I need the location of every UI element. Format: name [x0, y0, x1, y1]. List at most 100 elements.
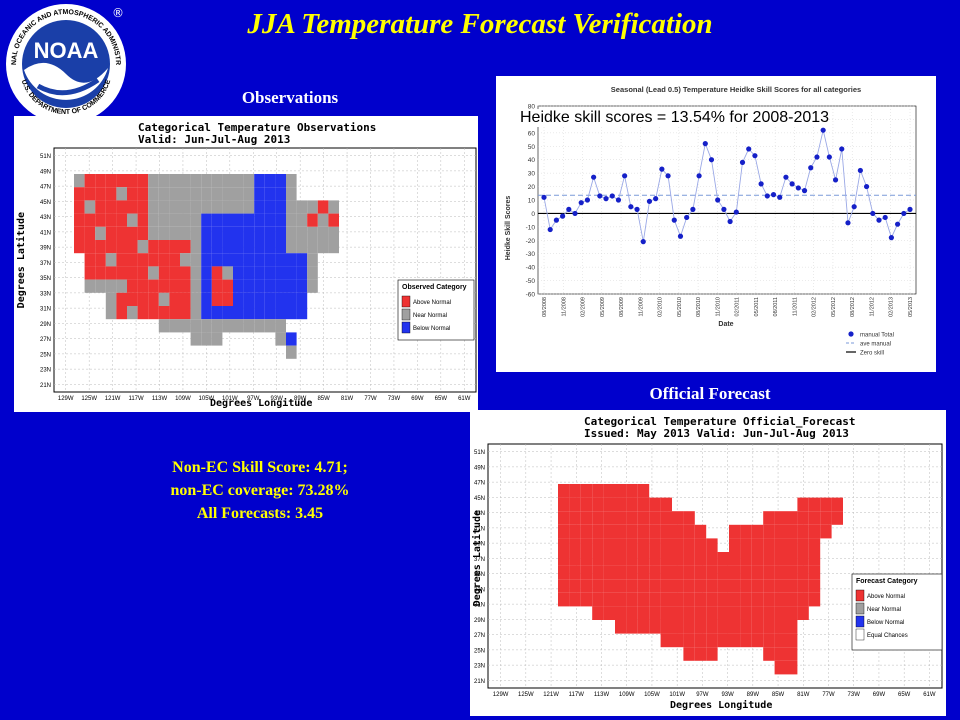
map-grid-cell: [286, 292, 297, 306]
map-grid-cell: [254, 213, 265, 227]
map-grid-cell: [592, 484, 604, 498]
map-grid-cell: [190, 319, 202, 333]
map-grid-cell: [603, 565, 615, 580]
map-grid-cell: [254, 292, 265, 306]
lon-tick-label: 129W: [493, 692, 509, 698]
map-grid-cell: [158, 213, 170, 227]
map-grid-cell: [286, 200, 297, 214]
map-grid-cell: [580, 538, 593, 552]
map-grid-cell: [201, 240, 212, 254]
heidke-xlabel: Date: [718, 321, 733, 328]
map-grid-cell: [275, 253, 286, 267]
lon-tick-label: 61W: [458, 396, 471, 402]
map-grid-cell: [296, 226, 308, 240]
observations-heading: Observations: [241, 88, 339, 107]
map-grid-cell: [127, 279, 138, 293]
lat-tick-label: 37N: [40, 261, 51, 267]
map-grid-cell: [105, 279, 117, 293]
map-grid-cell: [84, 174, 96, 188]
map-grid-cell: [233, 174, 244, 188]
map-grid-cell: [603, 524, 615, 539]
map-grid-cell: [116, 292, 127, 306]
map-grid-cell: [190, 213, 202, 227]
map-grid-cell: [211, 292, 223, 306]
map-grid-cell: [264, 292, 276, 306]
lon-tick-label: 89W: [747, 692, 760, 698]
map-grid-cell: [786, 579, 798, 593]
legend-swatch: [855, 628, 865, 641]
map-grid-cell: [580, 497, 593, 512]
heidke-xtick-label: 02/2013: [889, 297, 895, 317]
lon-tick-label: 85W: [317, 396, 330, 402]
map-grid-cell: [626, 538, 638, 552]
map-grid-cell: [222, 266, 233, 280]
map-grid-cell: [763, 620, 775, 634]
legend-marker: [848, 331, 854, 337]
data-point: [615, 197, 622, 203]
map-grid-cell: [797, 606, 809, 620]
map-grid-cell: [201, 174, 212, 188]
map-grid-cell: [717, 620, 729, 634]
map-grid-cell: [637, 565, 650, 580]
map-grid-cell: [820, 511, 832, 525]
map-grid-cell: [148, 174, 159, 188]
map-grid-cell: [637, 592, 650, 607]
map-grid-cell: [222, 174, 233, 188]
map-grid-cell: [169, 306, 180, 320]
lon-tick-label: 89W: [294, 396, 307, 402]
map-grid-cell: [180, 213, 191, 227]
map-grid-cell: [105, 292, 117, 306]
lon-tick-label: 97W: [247, 396, 260, 402]
map-grid-cell: [763, 633, 775, 648]
obs-map-title: Categorical Temperature Observations: [138, 121, 377, 134]
map-grid-cell: [637, 620, 650, 634]
map-grid-cell: [820, 524, 832, 539]
map-grid-cell: [296, 213, 308, 227]
data-point: [901, 210, 907, 217]
map-grid-cell: [211, 187, 223, 201]
map-grid-cell: [275, 266, 286, 280]
map-grid-cell: [137, 240, 149, 254]
lon-tick-label: 129W: [58, 396, 74, 402]
heidke-xtick-label: 11/2012: [869, 297, 875, 316]
lat-tick-label: 41N: [40, 230, 51, 236]
data-point: [832, 177, 839, 183]
heidke-legend-label: manual Total: [860, 333, 894, 339]
map-grid-cell: [328, 200, 339, 214]
data-point: [764, 193, 770, 199]
lon-tick-label: 113W: [152, 396, 168, 402]
observations-map: Categorical Temperature Observations Val…: [14, 116, 478, 412]
map-grid-cell: [275, 279, 286, 293]
map-grid-cell: [558, 592, 570, 607]
registered-mark: ®: [112, 6, 124, 20]
map-grid-cell: [694, 538, 707, 552]
map-grid-cell: [660, 579, 672, 593]
map-grid-cell: [774, 647, 786, 661]
map-grid-cell: [233, 226, 244, 240]
data-point: [572, 210, 578, 217]
data-point: [677, 233, 684, 239]
map-grid-cell: [211, 253, 223, 267]
map-grid-cell: [158, 292, 170, 306]
map-grid-cell: [740, 524, 752, 539]
map-grid-cell: [774, 592, 786, 607]
map-grid-cell: [808, 565, 821, 580]
lat-tick-label: 21N: [40, 383, 51, 389]
map-grid-cell: [201, 332, 212, 346]
map-grid-cell: [672, 511, 684, 525]
map-grid-cell: [296, 292, 308, 306]
map-grid-cell: [264, 213, 276, 227]
map-grid-cell: [672, 524, 684, 539]
lon-tick-label: 73W: [848, 692, 861, 698]
map-grid-cell: [74, 226, 85, 240]
map-grid-cell: [580, 524, 593, 539]
map-grid-cell: [286, 279, 297, 293]
lat-tick-label: 33N: [474, 587, 485, 593]
data-point: [733, 209, 739, 215]
map-grid-cell: [694, 606, 707, 620]
heidke-ytick-label: 40: [528, 157, 536, 164]
map-grid-cell: [307, 226, 318, 240]
map-grid-cell: [569, 484, 581, 498]
map-grid-cell: [683, 592, 695, 607]
map-grid-cell: [786, 647, 798, 661]
